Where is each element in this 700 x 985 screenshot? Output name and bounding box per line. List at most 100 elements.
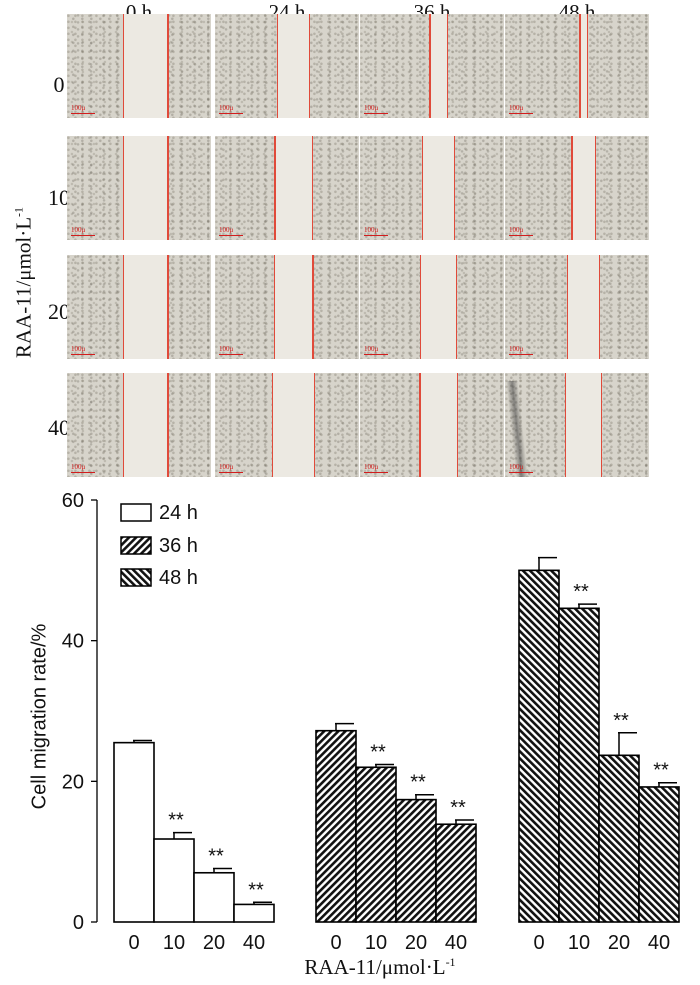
micrograph-40-0h: 100μ xyxy=(67,373,211,477)
scale-bar: 100μ xyxy=(364,463,388,473)
bar-24h-40 xyxy=(233,903,275,923)
gap-edge-left xyxy=(272,373,274,477)
significance-mark: ** xyxy=(248,879,264,901)
y-tick-label-0: 0 xyxy=(73,912,84,934)
gap-edge-left xyxy=(277,14,279,118)
scratch-gap xyxy=(273,255,313,359)
scale-bar: 100μ xyxy=(219,226,243,236)
scratch-gap xyxy=(122,14,168,118)
scratch-gap xyxy=(272,373,314,477)
micrograph-40-36h: 100μ xyxy=(360,373,504,477)
x-tick-label-0: 0 xyxy=(128,932,139,954)
y-tick-label-60: 60 xyxy=(62,490,84,512)
gap-edge-right xyxy=(313,373,316,477)
x-tick-label-40: 40 xyxy=(648,932,670,954)
significance-mark: ** xyxy=(168,810,184,832)
dose-label-20: 20 xyxy=(48,299,70,324)
gap-edge-left xyxy=(565,373,567,477)
scale-bar: 100μ xyxy=(364,345,388,355)
bar-36h-0 xyxy=(315,729,357,923)
micrograph-40-48h: 100μ xyxy=(505,373,649,477)
chart-x-axis-label: RAA-11/μmol·L-1 xyxy=(304,955,456,979)
scratch-gap xyxy=(277,14,309,118)
significance-mark: ** xyxy=(410,772,426,794)
gap-edge-left xyxy=(122,373,124,477)
scratch-gap xyxy=(579,14,587,118)
scale-bar: 100μ xyxy=(219,463,243,473)
scratch-gap xyxy=(567,255,599,359)
gap-edge-right xyxy=(167,255,169,359)
gap-edge-right xyxy=(312,255,314,359)
scale-bar: 100μ xyxy=(71,104,95,114)
dose-label-40: 40 xyxy=(48,415,70,440)
gap-edge-right xyxy=(311,136,314,240)
micrograph-10-48h: 100μ xyxy=(505,136,649,240)
bar-24h-10 xyxy=(153,838,195,923)
gap-edge-right xyxy=(456,255,458,359)
scale-bar: 100μ xyxy=(219,104,243,114)
micrograph-0-36h: 100μ xyxy=(360,14,504,118)
gap-edge-left xyxy=(422,136,424,240)
scale-bar: 100μ xyxy=(509,104,533,114)
gap-edge-left xyxy=(273,255,275,359)
micrograph-0-48h: 100μ xyxy=(505,14,649,118)
gap-edge-right xyxy=(167,373,169,477)
gap-edge-left xyxy=(579,14,581,118)
x-tick-label-20: 20 xyxy=(608,932,630,954)
gap-edge-left xyxy=(122,14,124,118)
scratch-gap xyxy=(429,14,447,118)
x-tick-label-10: 10 xyxy=(365,932,387,954)
scale-bar: 100μ xyxy=(219,345,243,355)
scale-bar: 100μ xyxy=(509,463,533,473)
gap-edge-left xyxy=(122,255,124,359)
scale-bar: 100μ xyxy=(71,226,95,236)
scratch-gap xyxy=(122,255,168,359)
scratch-gap xyxy=(420,255,456,359)
gap-edge-left xyxy=(429,14,431,118)
micrograph-0-0h: 100μ xyxy=(67,14,211,118)
x-tick-label-0: 0 xyxy=(533,932,544,954)
gap-edge-right xyxy=(453,136,456,240)
micrograph-0-24h: 100μ xyxy=(215,14,359,118)
significance-mark: ** xyxy=(370,741,386,763)
row-axis-label: RAA-11/μmol·L-1 xyxy=(11,206,36,359)
chart-y-axis-label: Cell migration rate/% xyxy=(28,623,51,810)
significance-mark: ** xyxy=(208,846,224,868)
bar-48h-20 xyxy=(598,754,640,923)
bar-36h-20 xyxy=(395,798,437,923)
x-tick-label-10: 10 xyxy=(568,932,590,954)
bar-24h-20 xyxy=(193,871,235,923)
gap-edge-right xyxy=(167,136,169,240)
scratch-gap xyxy=(565,373,601,477)
gap-edge-left xyxy=(122,136,124,240)
legend-label-48h: 48 h xyxy=(159,567,198,589)
legend-label-36h: 36 h xyxy=(159,535,198,557)
gap-edge-right xyxy=(601,373,603,477)
micrograph-20-36h: 100μ xyxy=(360,255,504,359)
micrograph-10-36h: 100μ xyxy=(360,136,504,240)
legend-swatch-48h xyxy=(120,568,152,587)
micrograph-10-24h: 100μ xyxy=(215,136,359,240)
bar-48h-10 xyxy=(558,607,600,923)
legend-label-24h: 24 h xyxy=(159,502,198,524)
gap-edge-right xyxy=(308,14,311,118)
scratch-gap xyxy=(122,136,168,240)
scratch-gap xyxy=(122,373,168,477)
x-tick-label-0: 0 xyxy=(330,932,341,954)
bar-36h-40 xyxy=(435,823,477,923)
bar-36h-10 xyxy=(355,766,397,923)
scale-bar: 100μ xyxy=(509,226,533,236)
y-tick-label-40: 40 xyxy=(62,631,84,653)
x-tick-label-20: 20 xyxy=(405,932,427,954)
scratch-gap xyxy=(419,373,457,477)
micrograph-40-24h: 100μ xyxy=(215,373,359,477)
scratch-gap xyxy=(274,136,312,240)
micrograph-20-48h: 100μ xyxy=(505,255,649,359)
gap-edge-left xyxy=(419,373,421,477)
scratch-gap xyxy=(571,136,595,240)
x-tick-label-10: 10 xyxy=(163,932,185,954)
x-tick-label-40: 40 xyxy=(445,932,467,954)
dose-label-0: 0 xyxy=(53,72,65,97)
gap-edge-right xyxy=(586,14,588,118)
micrograph-20-24h: 100μ xyxy=(215,255,359,359)
